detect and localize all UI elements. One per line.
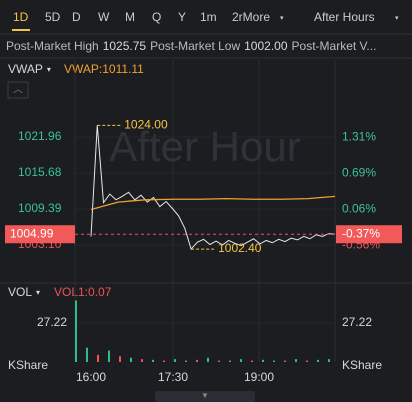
watermark: After Hour bbox=[109, 123, 300, 170]
indicator-value: VWAP:1011.11 bbox=[64, 62, 144, 76]
y-tick-label: 1009.39 bbox=[18, 201, 62, 215]
volume-bar bbox=[141, 359, 143, 362]
tab[interactable]: D bbox=[72, 10, 81, 24]
annotation-label: 1024.00 bbox=[124, 117, 168, 131]
tab[interactable]: 5D bbox=[45, 10, 61, 24]
label: Post-Market V... bbox=[292, 39, 377, 53]
tab[interactable]: Q bbox=[152, 10, 161, 24]
session-arrow[interactable]: ▾ bbox=[395, 15, 399, 22]
tab[interactable]: W bbox=[98, 10, 110, 24]
handle-icon[interactable]: ▼ bbox=[201, 391, 209, 400]
volume-bar bbox=[295, 359, 297, 362]
unit: KShare bbox=[342, 358, 382, 372]
collapse-button[interactable] bbox=[7, 81, 29, 99]
volume-bar bbox=[251, 360, 253, 362]
volume-bar bbox=[262, 359, 264, 362]
volume-bar bbox=[196, 359, 198, 362]
volume-bar bbox=[218, 360, 220, 362]
vol-value: VOL1:0.07 bbox=[54, 285, 112, 299]
price-line bbox=[90, 125, 336, 251]
vol-name[interactable]: VOL ▾ bbox=[8, 285, 40, 299]
session[interactable]: After Hours bbox=[314, 10, 375, 24]
annotation-label: 1002.40 bbox=[218, 241, 262, 255]
x-tick-label: 17:30 bbox=[158, 370, 188, 384]
y-tick-label: 1015.68 bbox=[18, 165, 62, 179]
volume-bar bbox=[119, 356, 121, 362]
last-price-box bbox=[5, 225, 75, 244]
volume-bar bbox=[174, 359, 176, 362]
tab-arrow[interactable]: ▾ bbox=[280, 15, 284, 22]
label: Post-Market Low bbox=[150, 39, 240, 53]
volume-bar bbox=[229, 360, 231, 362]
y2-tick-label: 27.22 bbox=[342, 315, 372, 329]
last-price: 1004.99 bbox=[10, 226, 54, 240]
tab[interactable]: 1D bbox=[13, 10, 29, 24]
collapse-icon[interactable]: ︿ bbox=[13, 85, 23, 96]
volume-bar bbox=[97, 354, 99, 362]
tab[interactable]: Y bbox=[178, 10, 186, 24]
handle[interactable] bbox=[155, 391, 255, 402]
x-tick-label: 19:00 bbox=[244, 370, 274, 384]
volume-bar bbox=[75, 300, 77, 362]
label: Post-Market High bbox=[6, 39, 99, 53]
volume-bar bbox=[86, 347, 88, 362]
tab[interactable]: M bbox=[125, 10, 135, 24]
vwap-line bbox=[90, 195, 336, 211]
y2-tick-label: 0.69% bbox=[342, 165, 376, 179]
volume-bar bbox=[108, 350, 110, 362]
volume-bar bbox=[152, 359, 154, 362]
volume-bar bbox=[284, 360, 286, 362]
volume-bar bbox=[240, 359, 242, 362]
volume-bar bbox=[185, 360, 187, 362]
volume-bar bbox=[207, 357, 209, 362]
volume-bar bbox=[163, 360, 165, 362]
y2-tick-label: 0.06% bbox=[342, 202, 376, 216]
indicator[interactable]: VWAP bbox=[8, 62, 43, 76]
tab[interactable]: 2rMore bbox=[232, 10, 270, 24]
unit: KShare bbox=[8, 358, 48, 372]
y-tick-label: 1021.96 bbox=[18, 129, 62, 143]
indicator-name[interactable]: VWAP ▾ bbox=[8, 62, 51, 76]
x-tick-label: 16:00 bbox=[76, 370, 106, 384]
tab[interactable]: 1m bbox=[200, 10, 217, 24]
volume-bar bbox=[317, 359, 319, 362]
last-change-box bbox=[336, 225, 402, 244]
volume-bar bbox=[130, 357, 132, 362]
summary: Post-Market High 1025.75 Post-Market Low 10… bbox=[6, 39, 376, 53]
volume-bar bbox=[273, 360, 275, 362]
value: 1002.00 bbox=[244, 39, 288, 53]
y2-tick-label: 1.31% bbox=[342, 130, 376, 144]
y-tick-label: 27.22 bbox=[37, 315, 67, 329]
last-change: -0.37% bbox=[342, 226, 380, 240]
vol-title[interactable]: VOL bbox=[8, 285, 32, 299]
value: 1025.75 bbox=[103, 39, 147, 53]
volume-bar bbox=[306, 360, 308, 362]
volume-bar bbox=[328, 359, 330, 362]
